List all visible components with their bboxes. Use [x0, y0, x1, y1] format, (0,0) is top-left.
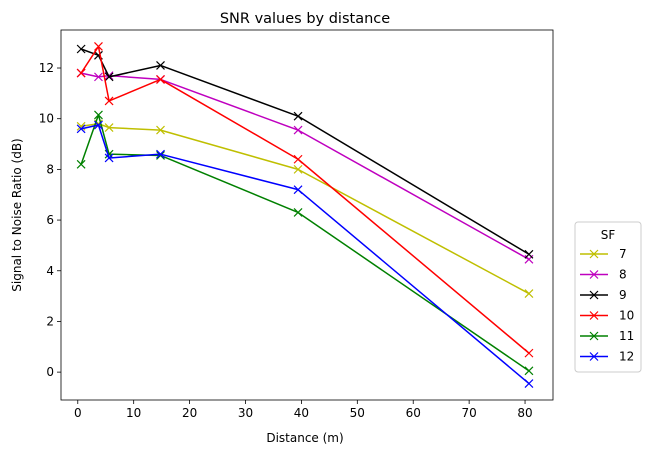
- y-axis-label: Signal to Noise Ratio (dB): [10, 138, 24, 291]
- series-layer: [76, 42, 534, 388]
- data-point-marker: [156, 74, 165, 84]
- x-axis-label: Distance (m): [266, 431, 343, 445]
- y-tick-label: 2: [46, 314, 54, 328]
- x-tick-label: 20: [182, 406, 197, 420]
- series-9: [76, 44, 534, 259]
- data-point-marker: [293, 164, 303, 174]
- legend-entry-9: 9: [580, 288, 627, 302]
- data-point-marker: [76, 159, 86, 169]
- data-point-marker: [589, 311, 599, 320]
- legend-entry-10: 10: [580, 309, 634, 323]
- data-point-marker: [76, 68, 86, 78]
- data-point-marker: [156, 61, 165, 70]
- x-tick-label: 10: [126, 406, 141, 420]
- data-point-marker: [94, 110, 103, 120]
- data-point-marker: [293, 185, 303, 195]
- series-line: [80, 114, 530, 372]
- data-point-marker: [156, 151, 165, 160]
- y-tick-label: 12: [39, 61, 54, 75]
- legend-entry-8: 8: [580, 268, 627, 282]
- data-point-marker: [94, 72, 103, 82]
- series-line: [80, 72, 530, 261]
- x-tick-label: 70: [461, 406, 476, 420]
- data-point-marker: [524, 379, 534, 388]
- legend-entries: 7 8 9 10 11 12: [580, 247, 634, 364]
- data-point-marker: [524, 249, 534, 259]
- legend: SF 7 8 9 10 11 12: [574, 221, 642, 373]
- series-line: [80, 45, 530, 354]
- x-tick-label: 50: [350, 406, 365, 420]
- data-point-marker: [104, 72, 114, 82]
- legend-label: 7: [619, 247, 627, 261]
- x-tick-label: 40: [294, 406, 309, 420]
- y-tick-label: 10: [39, 112, 54, 126]
- data-point-marker: [524, 366, 534, 376]
- data-point-marker: [589, 249, 599, 259]
- chart-title: SNR values by distance: [220, 11, 390, 27]
- legend-label: 10: [619, 309, 634, 323]
- data-point-marker: [293, 111, 303, 121]
- data-point-marker: [524, 348, 534, 358]
- data-point-marker: [293, 154, 303, 164]
- series-line: [80, 48, 530, 255]
- data-point-marker: [76, 44, 86, 54]
- x-axis: 0 10 20 30 40 50 60 70 80: [74, 400, 533, 420]
- x-tick-label: 60: [406, 406, 421, 420]
- y-axis: 0 2 4 6 8 10 12: [39, 61, 61, 379]
- data-point-marker: [94, 42, 103, 51]
- legend-entry-7: 7: [580, 247, 627, 261]
- y-tick-label: 8: [46, 162, 54, 176]
- legend-label: 8: [619, 268, 627, 282]
- data-point-marker: [293, 208, 303, 217]
- y-tick-label: 6: [46, 213, 54, 227]
- y-tick-label: 4: [46, 264, 54, 278]
- series-10: [76, 42, 534, 358]
- data-point-marker: [524, 289, 534, 298]
- data-point-marker: [94, 120, 103, 130]
- legend-label: 9: [619, 288, 627, 302]
- x-tick-label: 0: [74, 406, 82, 420]
- series-11: [76, 110, 534, 376]
- data-point-marker: [589, 270, 599, 279]
- y-tick-label: 0: [46, 365, 54, 379]
- data-point-marker: [293, 125, 303, 135]
- series-line: [80, 124, 530, 385]
- legend-label: 11: [619, 329, 634, 343]
- data-point-marker: [76, 124, 86, 134]
- data-point-marker: [156, 149, 165, 159]
- x-tick-label: 30: [238, 406, 253, 420]
- legend-label: 12: [619, 350, 634, 364]
- data-point-marker: [156, 125, 165, 135]
- series-12: [76, 120, 534, 388]
- data-point-marker: [104, 153, 114, 163]
- legend-title: SF: [601, 228, 616, 242]
- data-point-marker: [589, 352, 599, 361]
- data-point-marker: [589, 290, 599, 300]
- legend-entry-11: 11: [580, 329, 634, 343]
- data-point-marker: [589, 331, 599, 341]
- plot-area: [60, 29, 554, 401]
- legend-entry-12: 12: [580, 350, 634, 364]
- data-point-marker: [104, 123, 114, 132]
- legend-box: [574, 221, 642, 373]
- data-point-marker: [104, 96, 114, 106]
- x-tick-label: 80: [517, 406, 532, 420]
